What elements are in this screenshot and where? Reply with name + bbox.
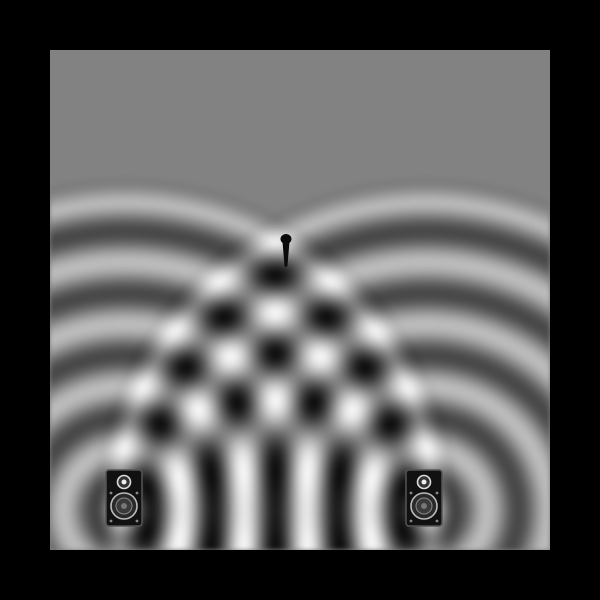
right-speaker-icon[interactable] — [405, 469, 443, 527]
microphone-icon[interactable] — [279, 233, 293, 269]
wave-field — [50, 50, 550, 550]
interference-pattern — [50, 50, 550, 550]
left-speaker-icon[interactable] — [105, 469, 143, 527]
